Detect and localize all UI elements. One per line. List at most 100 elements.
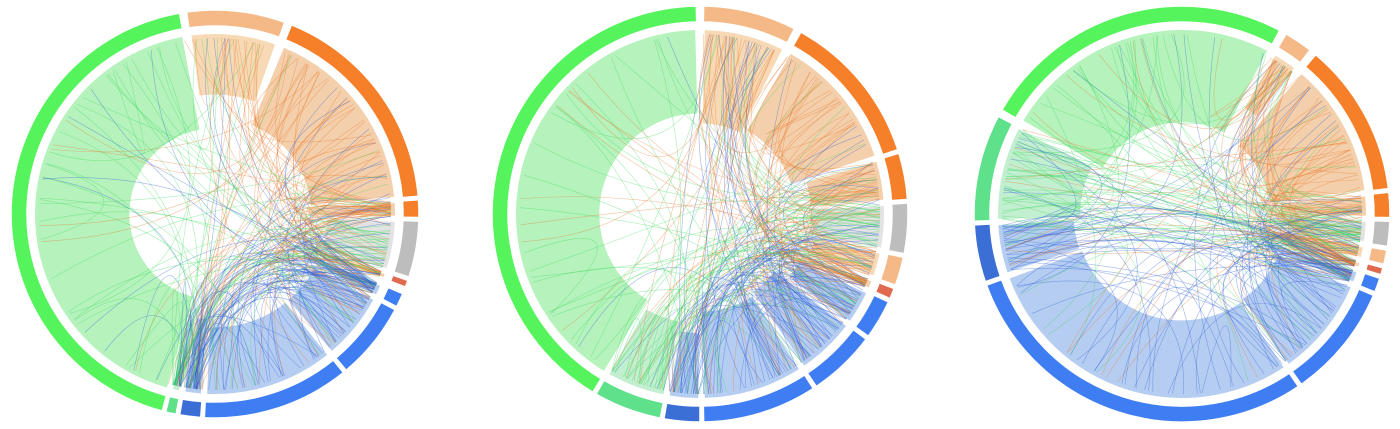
chord-line: [1255, 197, 1362, 272]
chord-line: [1005, 216, 1363, 254]
chord-line: [548, 179, 877, 312]
chord-line: [1256, 236, 1355, 345]
chord-line: [1249, 120, 1337, 361]
chord-line: [175, 323, 202, 390]
chord-line: [654, 235, 879, 389]
chord-line: [1141, 38, 1344, 295]
chord-line: [319, 255, 383, 292]
chord-line: [803, 199, 880, 305]
chord-line: [220, 162, 384, 390]
chord-line: [804, 167, 875, 281]
chord-line: [740, 225, 880, 379]
chord-line: [783, 261, 866, 307]
chord-line: [277, 206, 391, 240]
chord-line: [1244, 252, 1358, 276]
chord-line: [699, 34, 822, 348]
sector-fill-9: [702, 296, 799, 398]
chord-line: [555, 106, 699, 395]
chord-line: [1043, 65, 1120, 330]
chord-line: [189, 308, 197, 390]
chord-line: [522, 34, 712, 243]
chord-line: [288, 197, 391, 323]
chord-line: [224, 259, 384, 390]
chord-line: [104, 315, 196, 389]
chord-line: [796, 188, 879, 275]
chord-line: [1267, 234, 1358, 279]
sector-fill-1: [191, 33, 276, 102]
chord-line: [288, 164, 385, 357]
chord-line: [42, 177, 367, 305]
chord-line: [1004, 35, 1158, 244]
chord-line: [551, 34, 717, 139]
chord-line: [791, 191, 879, 280]
chord-line: [303, 240, 373, 343]
chord-line: [222, 268, 368, 390]
chord-line: [1257, 213, 1361, 310]
chord-line: [644, 245, 878, 386]
chord-line: [187, 314, 284, 388]
chord-line: [1134, 233, 1358, 388]
chord-line: [626, 303, 838, 379]
chord-line: [1124, 287, 1277, 385]
chord-line: [730, 40, 844, 324]
chord-line: [788, 235, 876, 325]
chord-line: [673, 234, 879, 393]
chord-line: [187, 298, 209, 390]
chord-line: [1125, 43, 1346, 290]
chord-line: [662, 256, 855, 391]
chord-line: [730, 36, 877, 249]
chord-line: [680, 247, 877, 394]
chord-line: [133, 275, 201, 390]
chord-line: [745, 39, 755, 153]
chord-line: [1002, 185, 1089, 224]
chord-lines: [1001, 33, 1363, 395]
chord-line: [269, 278, 337, 378]
ring-segment-5: [879, 253, 905, 287]
chord-line: [215, 286, 368, 390]
chord-line: [39, 199, 256, 386]
chord-line: [797, 208, 880, 306]
chord-line: [179, 296, 337, 387]
chord-line: [531, 231, 880, 278]
chord-line: [275, 246, 388, 367]
chord-line: [681, 275, 806, 394]
chord-line: [288, 267, 377, 357]
chord-line: [1005, 175, 1350, 281]
chord-line: [683, 48, 772, 395]
chord-line: [1008, 146, 1102, 263]
sector-fill-0: [1023, 29, 1267, 168]
chord-line: [159, 46, 377, 286]
chord-line: [723, 35, 766, 382]
sector-fill-11: [609, 309, 679, 395]
chord-line: [172, 183, 389, 385]
ring-segment-7: [1359, 272, 1381, 293]
chord-line: [1289, 128, 1359, 248]
chord-line: [298, 209, 391, 288]
sector-fill-2: [251, 47, 395, 205]
chord-line: [671, 305, 828, 393]
chord-line: [533, 266, 799, 366]
ring-segment-9: [702, 373, 815, 423]
ring-segment-1: [185, 9, 286, 39]
chord-line: [1020, 134, 1362, 203]
sector-fill-0: [34, 37, 200, 388]
ring-segment-6: [874, 281, 896, 300]
chord-line: [686, 233, 878, 394]
chord-line: [1279, 227, 1359, 282]
chord-line: [172, 38, 235, 385]
chord-line: [197, 251, 382, 390]
chord-line: [520, 196, 877, 253]
chord-line: [1201, 325, 1232, 393]
chord-line: [520, 207, 869, 279]
chord-line: [678, 304, 839, 393]
chord-line: [122, 63, 213, 388]
chord-line: [739, 298, 851, 390]
chord-line: [292, 64, 367, 305]
chord-line: [698, 241, 873, 395]
sector-fill-6: [792, 250, 872, 288]
chord-line: [1280, 149, 1363, 217]
chord-line: [702, 236, 872, 394]
chord-line: [686, 187, 879, 394]
chord-line: [112, 61, 145, 155]
chord-line: [1003, 189, 1353, 272]
